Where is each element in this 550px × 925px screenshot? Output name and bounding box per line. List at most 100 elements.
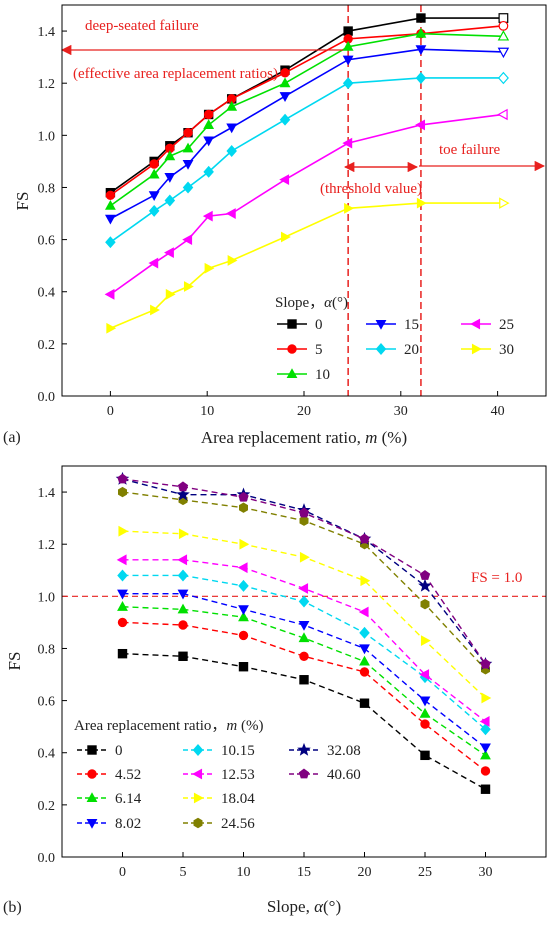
marker-slope-25 bbox=[342, 137, 353, 149]
marker-slope-5 bbox=[183, 128, 193, 138]
marker-ratio-24.56 bbox=[420, 598, 430, 610]
legend-b-entry-10.15: 10.15 bbox=[183, 743, 255, 759]
chart-a-ytick-label: 1.2 bbox=[38, 77, 56, 92]
point-slope-20 bbox=[105, 236, 116, 249]
legend-b-entry-18.04: 18.04 bbox=[183, 791, 255, 807]
marker-slope-5 bbox=[149, 159, 159, 169]
marker-ratio-6.14 bbox=[117, 600, 128, 611]
marker-ratio-0 bbox=[178, 651, 188, 661]
marker-slope-15 bbox=[279, 92, 291, 103]
marker-ratio-4.52 bbox=[117, 617, 128, 628]
panel-label-b: (b) bbox=[3, 899, 22, 916]
point-slope-20 bbox=[226, 144, 237, 157]
marker-slope-15 bbox=[203, 136, 215, 147]
point-ratio-6.14 bbox=[238, 611, 249, 622]
marker-slope-20 bbox=[342, 77, 354, 90]
marker-ratio-6.14 bbox=[359, 655, 370, 666]
legend-b-label: 24.56 bbox=[221, 816, 255, 832]
point-slope-30 bbox=[106, 322, 117, 334]
point-ratio-4.52 bbox=[420, 719, 430, 729]
marker-slope-30 bbox=[344, 202, 354, 214]
legend-b-title: Area replacement ratio，m (%) bbox=[74, 718, 264, 734]
marker-slope-30 bbox=[280, 231, 291, 243]
marker-slope-30 bbox=[183, 281, 194, 292]
legend-a-swatch-marker bbox=[287, 344, 297, 354]
legend-b-swatch-marker bbox=[192, 744, 204, 756]
point-slope-15 bbox=[342, 55, 354, 66]
point-slope-15 bbox=[148, 191, 160, 202]
point-slope-10 bbox=[226, 100, 238, 111]
point-ratio-4.52 bbox=[117, 617, 128, 628]
marker-slope-10 bbox=[148, 168, 160, 179]
legend-a-entry-15: 15 bbox=[366, 317, 419, 333]
marker-ratio-0 bbox=[480, 784, 491, 794]
marker-ratio-8.02 bbox=[117, 589, 128, 600]
chart-a-series bbox=[104, 13, 510, 334]
marker-ratio-0 bbox=[238, 662, 249, 672]
marker-ratio-4.52 bbox=[359, 667, 370, 677]
marker-slope-15 bbox=[148, 191, 160, 202]
point-ratio-10.15 bbox=[117, 569, 128, 582]
point-ratio-40.60 bbox=[177, 481, 189, 492]
point-ratio-4.52 bbox=[359, 667, 370, 677]
point-ratio-10.15 bbox=[238, 579, 249, 592]
marker-open-slope-30 bbox=[499, 197, 510, 209]
marker-ratio-40.60 bbox=[117, 473, 128, 484]
marker-ratio-8.02 bbox=[298, 620, 310, 631]
point-slope-10 bbox=[182, 142, 194, 153]
legend-a-label: 15 bbox=[404, 317, 419, 333]
chart-b-ytick-label: 0.6 bbox=[38, 695, 56, 710]
marker-slope-25 bbox=[164, 247, 174, 259]
point-slope-20 bbox=[203, 165, 214, 178]
point-ratio-12.53 bbox=[177, 554, 188, 566]
marker-ratio-18.04 bbox=[360, 575, 371, 587]
marker-ratio-0 bbox=[420, 750, 430, 761]
point-slope-15 bbox=[182, 159, 194, 170]
chart-b-ytick-label: 1.2 bbox=[38, 538, 56, 553]
marker-slope-20 bbox=[226, 144, 237, 157]
chart-b-xtick-label: 25 bbox=[418, 865, 432, 880]
annotation-toe-failure: toe failure bbox=[439, 142, 501, 158]
legend-b-label: 8.02 bbox=[115, 816, 141, 832]
chart-a-ytick-label: 0.8 bbox=[38, 181, 56, 196]
point-slope-30 bbox=[280, 231, 291, 243]
chart-a-ytick-label: 0.4 bbox=[38, 286, 56, 301]
point-slope-25 bbox=[202, 210, 213, 222]
marker-ratio-12.53 bbox=[298, 583, 309, 594]
point-slope-20 bbox=[148, 204, 160, 217]
chart-b-ytick-label: 0.4 bbox=[38, 747, 56, 762]
point-slope-10 bbox=[415, 27, 427, 38]
point-slope-30 bbox=[227, 255, 238, 266]
legend-b-label: 18.04 bbox=[221, 791, 255, 807]
marker-ratio-24.56 bbox=[239, 502, 248, 513]
legend-a-entry-25: 25 bbox=[461, 317, 514, 333]
chart-b-ticks: 0 5 10 15 20 25 30 0.0 0.2 0.4 0.6 0.8 1.0 1.2 1.4 bbox=[38, 486, 493, 880]
chart-b-xtick-label: 30 bbox=[479, 865, 493, 880]
marker-ratio-8.02 bbox=[419, 696, 431, 707]
point-slope-25 bbox=[279, 174, 290, 186]
chart-b-ytick-label: 0.2 bbox=[38, 799, 56, 814]
marker-open-slope-15 bbox=[497, 47, 510, 59]
chart-b-xtick-label: 0 bbox=[119, 865, 126, 880]
legend-a-swatch-marker bbox=[375, 319, 387, 330]
legend-b-swatch-marker bbox=[193, 817, 203, 829]
marker-slope-30 bbox=[150, 304, 160, 316]
chart-a-ytick-label: 0.0 bbox=[38, 390, 56, 405]
point-ratio-0 bbox=[420, 750, 430, 761]
marker-ratio-6.14 bbox=[238, 611, 249, 622]
marker-slope-20 bbox=[182, 181, 194, 194]
point-ratio-18.04 bbox=[299, 551, 310, 563]
marker-ratio-18.04 bbox=[178, 528, 189, 540]
point-ratio-0 bbox=[359, 698, 370, 708]
legend-b-label: 32.08 bbox=[327, 743, 361, 759]
marker-slope-15 bbox=[164, 172, 176, 183]
marker-slope-25 bbox=[225, 208, 236, 219]
marker-slope-30 bbox=[165, 288, 176, 300]
marker-ratio-18.04 bbox=[239, 538, 250, 550]
chart-b-xtick-label: 10 bbox=[237, 865, 251, 880]
point-ratio-18.04 bbox=[360, 575, 371, 587]
marker-ratio-6.14 bbox=[298, 632, 310, 643]
chart-a-ylabel: FS bbox=[13, 192, 32, 211]
point-ratio-32.08 bbox=[418, 578, 432, 592]
marker-open-slope-25 bbox=[497, 108, 508, 121]
